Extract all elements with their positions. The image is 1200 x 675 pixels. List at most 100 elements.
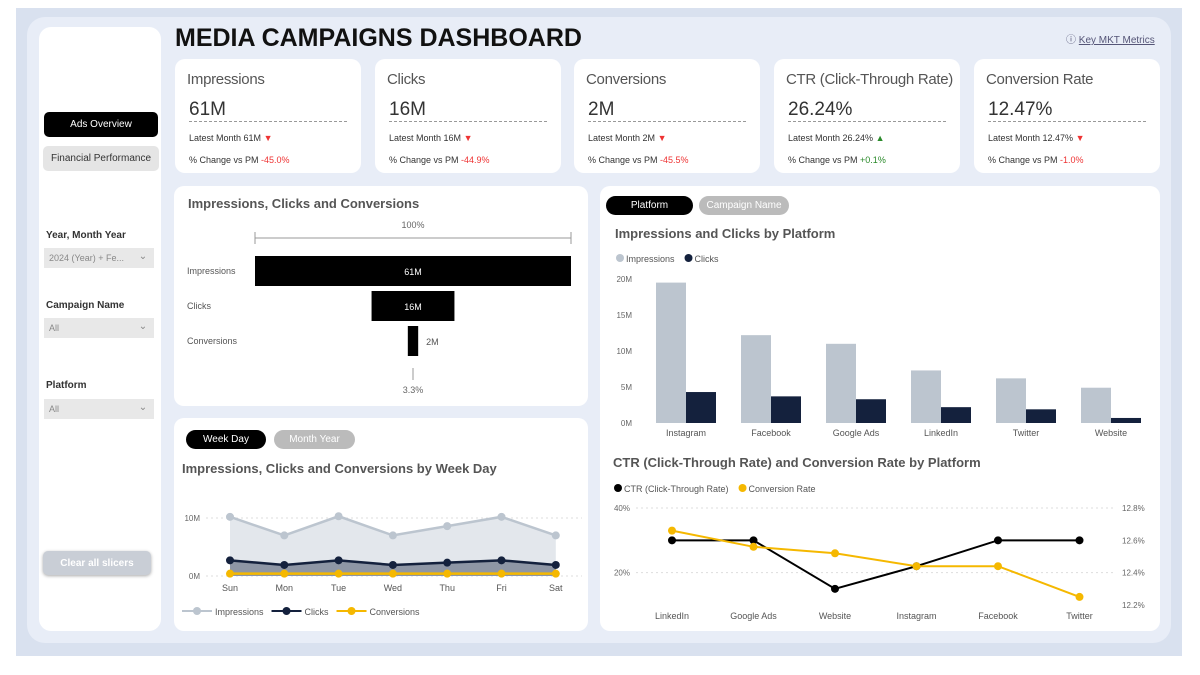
kpi-latest: Latest Month 61M bbox=[189, 133, 262, 143]
legend-dot bbox=[282, 607, 291, 615]
point-clicks bbox=[497, 556, 506, 565]
legend-label: CTR (Click-Through Rate) bbox=[624, 484, 729, 494]
bar-clicks bbox=[1111, 417, 1141, 423]
chevron-down-icon: ⌄ bbox=[138, 251, 148, 262]
point bbox=[1075, 592, 1084, 601]
legend-dot bbox=[684, 254, 693, 262]
point-impressions bbox=[551, 531, 560, 540]
divider bbox=[988, 121, 1146, 122]
line-conversion-rate bbox=[671, 529, 1080, 598]
funnel-title: Impressions, Clicks and Conversions bbox=[188, 196, 420, 211]
bar-chart-title: Impressions and Clicks by Platform bbox=[615, 226, 836, 241]
x-tick-label: Facebook bbox=[751, 428, 791, 438]
key-metrics-label: Key MKT Metrics bbox=[1078, 35, 1155, 46]
y-tick-label: 20M bbox=[616, 275, 632, 284]
kpi-value: 2M bbox=[588, 99, 615, 120]
kpi-change: -1.0% bbox=[1060, 155, 1084, 165]
funnel-category: Conversions bbox=[187, 336, 238, 346]
legend-label: Clicks bbox=[305, 607, 329, 617]
x-tick-label: Mon bbox=[276, 583, 294, 593]
point bbox=[668, 536, 676, 545]
kpi-value: 61M bbox=[189, 99, 226, 120]
point-clicks bbox=[551, 560, 560, 569]
tab-campaign-name[interactable]: Campaign Name bbox=[699, 196, 789, 215]
bar-clicks bbox=[856, 399, 886, 423]
info-icon: ⓘ bbox=[1066, 35, 1076, 46]
clear-slicers-button[interactable]: Clear all slicers bbox=[43, 551, 151, 575]
y-tick-label: 0M bbox=[621, 419, 632, 428]
bar-impressions bbox=[996, 378, 1026, 423]
point-conversions bbox=[226, 569, 234, 578]
key-metrics-link[interactable]: ⓘ Key MKT Metrics bbox=[1066, 31, 1155, 46]
page-title: MEDIA CAMPAIGNS DASHBOARD bbox=[175, 24, 582, 52]
kpi-change: -44.9% bbox=[461, 155, 490, 165]
divider bbox=[389, 121, 547, 122]
bar-clicks bbox=[1026, 409, 1056, 423]
point-conversions bbox=[388, 569, 397, 578]
x-tick-label: LinkedIn bbox=[924, 428, 958, 438]
legend-dot bbox=[193, 607, 201, 615]
kpi-card-ctr-click-through-rate-: CTR (Click-Through Rate) 26.24% Latest M… bbox=[774, 59, 960, 173]
legend-dot bbox=[738, 484, 747, 492]
x-tick-label: Google Ads bbox=[833, 428, 880, 438]
legend-label: Impressions bbox=[626, 254, 675, 264]
point-impressions bbox=[280, 531, 289, 540]
point bbox=[831, 549, 839, 558]
point-conversions bbox=[334, 569, 343, 578]
y-tick-label: 5M bbox=[621, 383, 632, 392]
platform-dropdown[interactable]: All ⌄ bbox=[44, 399, 154, 419]
x-tick-label: Sat bbox=[549, 583, 563, 593]
point-impressions bbox=[334, 512, 343, 521]
point-clicks bbox=[388, 560, 397, 569]
chevron-down-icon: ⌄ bbox=[138, 321, 148, 332]
bar-impressions bbox=[911, 370, 941, 423]
kpi-latest: Latest Month 2M bbox=[588, 133, 656, 143]
point-impressions bbox=[497, 512, 506, 521]
campaign-dropdown[interactable]: All ⌄ bbox=[44, 318, 154, 338]
y-right-tick: 12.8% bbox=[1122, 504, 1145, 513]
funnel-bar bbox=[407, 326, 419, 356]
point bbox=[749, 536, 758, 545]
bar-impressions bbox=[656, 282, 686, 423]
x-tick-label: Thu bbox=[439, 583, 455, 593]
dropdown-value: 2024 (Year) + Fe... bbox=[49, 253, 124, 263]
x-tick-label: LinkedIn bbox=[655, 611, 689, 621]
legend-dot bbox=[347, 607, 356, 615]
point bbox=[912, 562, 921, 571]
kpi-latest: Latest Month 26.24% bbox=[788, 133, 874, 143]
triangle-down-icon: ▼ bbox=[463, 133, 473, 143]
y-left-tick: 40% bbox=[614, 504, 630, 513]
y-tick-label: 10M bbox=[616, 347, 632, 356]
y-tick-label: 10M bbox=[184, 514, 200, 523]
tab-week-day[interactable]: Week Day bbox=[186, 430, 266, 449]
x-tick-label: Instagram bbox=[896, 611, 936, 621]
funnel-category: Clicks bbox=[187, 301, 211, 311]
bar-impressions bbox=[826, 343, 856, 423]
tab-platform[interactable]: Platform bbox=[606, 196, 693, 215]
bar-impressions bbox=[741, 335, 771, 423]
point-impressions bbox=[388, 531, 397, 540]
kpi-change-label: % Change vs PM bbox=[988, 155, 1058, 165]
kpi-value: 16M bbox=[389, 99, 426, 120]
x-tick-label: Tue bbox=[331, 583, 346, 593]
year-month-dropdown[interactable]: 2024 (Year) + Fe... ⌄ bbox=[44, 248, 154, 268]
x-tick-label: Twitter bbox=[1066, 611, 1093, 621]
x-tick-label: Instagram bbox=[666, 428, 706, 438]
tab-month-year[interactable]: Month Year bbox=[274, 430, 355, 449]
y-right-tick: 12.6% bbox=[1122, 536, 1145, 545]
bar-impressions bbox=[1081, 387, 1111, 423]
financial-performance-button[interactable]: Financial Performance bbox=[43, 146, 159, 171]
bar-clicks bbox=[771, 396, 801, 423]
divider bbox=[788, 121, 946, 122]
x-tick-label: Facebook bbox=[978, 611, 1018, 621]
point-impressions bbox=[226, 512, 234, 521]
kpi-change-label: % Change vs PM bbox=[389, 155, 459, 165]
funnel-bar bbox=[255, 256, 571, 286]
triangle-up-icon: ▲ bbox=[875, 133, 885, 143]
line-ctr-click-through-rate- bbox=[672, 539, 1080, 590]
y-right-tick: 12.2% bbox=[1122, 601, 1145, 610]
filter-label-platform: Platform bbox=[46, 380, 87, 391]
legend-dot bbox=[616, 254, 624, 262]
filter-label-campaign: Campaign Name bbox=[46, 300, 125, 311]
ads-overview-button[interactable]: Ads Overview bbox=[44, 112, 158, 137]
